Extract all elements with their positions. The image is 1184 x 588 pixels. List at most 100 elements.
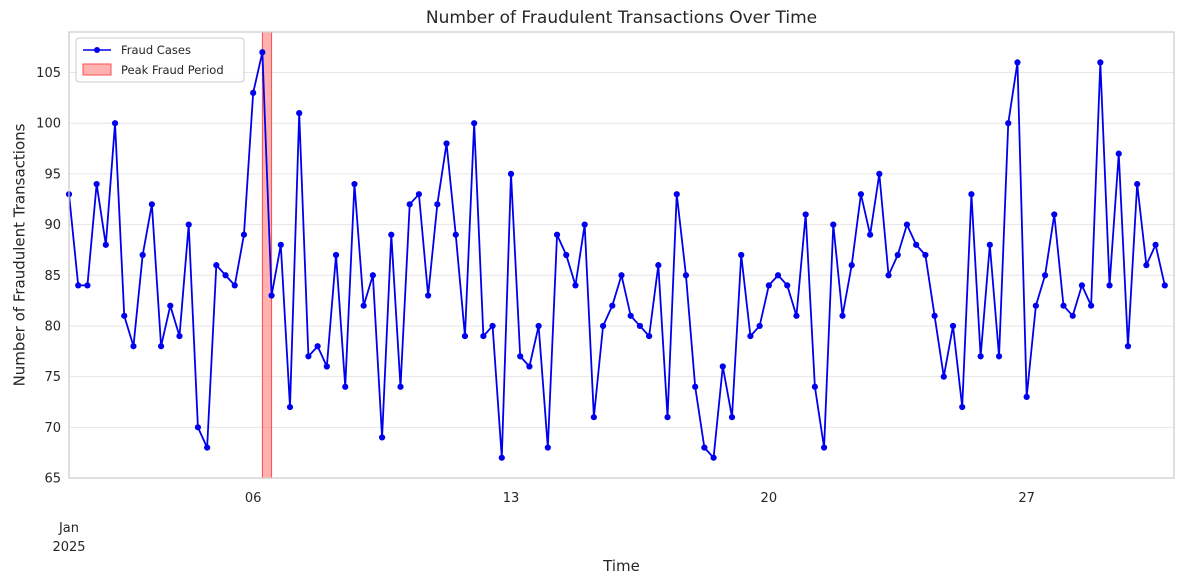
- fraud-cases-point: [1014, 59, 1021, 66]
- fraud-cases-point: [213, 262, 220, 269]
- fraud-cases-point: [75, 282, 82, 289]
- fraud-cases-point: [526, 363, 533, 370]
- chart-title: Number of Fraudulent Transactions Over T…: [426, 8, 817, 28]
- fraud-cases-point: [839, 312, 846, 319]
- fraud-cases-point: [314, 343, 321, 350]
- fraud-cases-point: [121, 312, 128, 319]
- fraud-cases-point: [563, 251, 570, 259]
- legend-peak-period-label: Peak Fraud Period: [121, 63, 224, 77]
- x-axis-label: Time: [602, 557, 640, 575]
- fraud-cases-point: [784, 282, 791, 289]
- fraud-cases-point: [793, 312, 800, 319]
- fraud-cases-point: [820, 444, 828, 451]
- fraud-cases-point: [1106, 282, 1113, 289]
- fraud-cases-point: [434, 201, 441, 208]
- fraud-cases-point: [673, 191, 680, 198]
- fraud-cases-point: [471, 120, 478, 127]
- fraud-cases-point: [1143, 262, 1150, 269]
- fraud-cases-point: [443, 140, 450, 147]
- fraud-cases-point: [388, 231, 395, 238]
- fraud-cases-point: [609, 302, 616, 309]
- fraud-cases-point: [728, 414, 736, 421]
- fraud-cases-point: [1051, 211, 1058, 218]
- fraud-cases-point: [756, 322, 763, 330]
- x-tick-label: 13: [503, 491, 520, 506]
- fraud-cases-point: [360, 302, 367, 309]
- fraud-cases-point: [305, 353, 312, 360]
- fraud-cases-point: [342, 383, 349, 390]
- fraud-cases-point: [553, 231, 561, 238]
- fraud-cases-point: [130, 343, 137, 350]
- fraud-cases-point: [517, 353, 524, 360]
- fraud-cases-point: [378, 434, 386, 441]
- fraud-cases-point: [701, 444, 708, 451]
- x-tick-sublabel: 2025: [52, 540, 85, 555]
- fraud-cases-point: [1023, 393, 1030, 401]
- fraud-cases-point: [636, 322, 644, 330]
- fraud-cases-point: [581, 221, 588, 228]
- fraud-cases-point: [535, 322, 542, 330]
- fraud-cases-point: [811, 383, 818, 390]
- series-markers: [65, 49, 1168, 461]
- x-tick-label: 27: [1018, 491, 1035, 506]
- fraud-cases-point: [277, 241, 284, 248]
- fraud-cases-point: [176, 332, 183, 340]
- fraud-cases-point: [710, 454, 717, 461]
- fraud-cases-point: [498, 454, 505, 461]
- y-tick-label: 85: [44, 269, 61, 284]
- fraud-cases-point: [93, 180, 100, 188]
- fraud-cases-point: [351, 180, 358, 188]
- fraud-cases-point: [259, 49, 266, 56]
- fraud-cases-point: [286, 403, 294, 411]
- fraud-cases-point: [995, 353, 1003, 360]
- fraud-cases-point: [903, 221, 911, 228]
- y-tick-labels: 65 70 75 80 85 90 95 100 105: [36, 66, 61, 486]
- fraud-cases-point: [489, 322, 496, 330]
- fraud-cases-point: [876, 170, 883, 178]
- fraud-cases-point: [167, 302, 174, 309]
- fraud-cases-point: [618, 272, 625, 279]
- fraud-cases-point: [1115, 150, 1122, 157]
- fraud-cases-point: [323, 363, 330, 370]
- fraud-cases-point: [148, 201, 155, 208]
- fraud-cases-point: [968, 191, 975, 198]
- fraud-cases-point: [544, 444, 551, 451]
- fraud-cases-point: [397, 383, 404, 390]
- y-tick-label: 65: [44, 472, 61, 487]
- fraud-cases-point: [627, 312, 634, 319]
- fraud-cases-line: [68, 51, 1166, 459]
- fraud-cases-point: [949, 322, 957, 330]
- fraud-cases-point: [765, 282, 772, 289]
- fraud-cases-point: [719, 363, 726, 370]
- fraud-cases-point: [194, 424, 202, 431]
- fraud-cases-point: [1134, 180, 1141, 188]
- fraud-cases-point: [940, 373, 947, 380]
- fraud-cases-point: [931, 312, 938, 319]
- legend-peak-period-swatch: [82, 63, 112, 76]
- fraud-cases-point: [1041, 272, 1049, 279]
- fraud-cases-point: [480, 332, 487, 340]
- fraud-cases-point: [572, 282, 579, 289]
- fraud-cases-point: [830, 221, 837, 228]
- fraud-cases-point: [1005, 120, 1012, 127]
- fraud-cases-point: [738, 251, 745, 259]
- fraud-cases-point: [1060, 302, 1067, 309]
- y-tick-label: 80: [44, 319, 61, 334]
- fraud-cases-point: [747, 332, 754, 340]
- fraud-cases-point: [664, 414, 671, 421]
- y-tick-label: 90: [44, 218, 61, 233]
- fraud-cases-point: [425, 292, 432, 299]
- fraud-cases-point: [231, 282, 238, 289]
- legend: Fraud Cases Peak Fraud Period: [75, 37, 245, 83]
- fraud-cases-point: [102, 241, 109, 248]
- fraud-cases-point: [590, 414, 597, 421]
- fraud-cases-point: [296, 109, 303, 117]
- fraud-cases-point: [222, 272, 229, 279]
- fraud-cases-point: [1152, 241, 1159, 248]
- legend-fraud-cases-label: Fraud Cases: [121, 43, 191, 57]
- fraud-cases-point: [692, 383, 699, 390]
- fraud-cases-point: [507, 170, 515, 178]
- x-tick-label: 20: [761, 491, 778, 506]
